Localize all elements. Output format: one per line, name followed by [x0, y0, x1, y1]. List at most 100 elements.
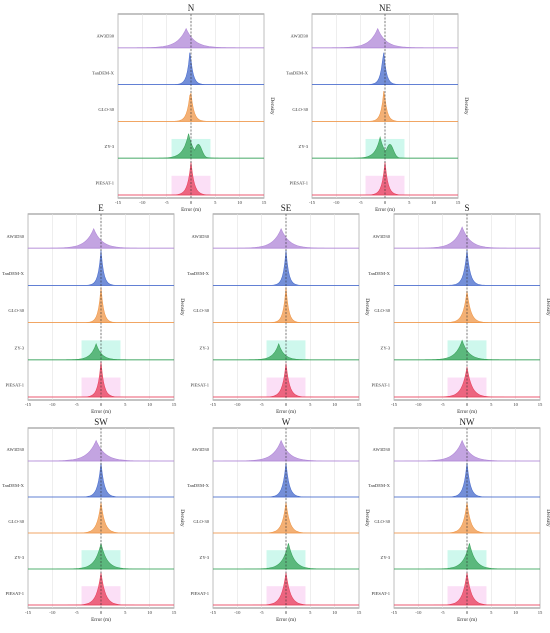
- x-axis-label: Error (m): [91, 616, 111, 623]
- series-label: TanDEM-X: [368, 271, 391, 276]
- x-tick-label: 10: [332, 402, 337, 407]
- series-density-piesat-1: [28, 572, 174, 606]
- series-density-glo-30: [213, 502, 359, 534]
- x-tick-label: 10: [237, 200, 242, 205]
- x-tick-label: 5: [309, 402, 312, 407]
- series-label: ZY-3: [15, 555, 25, 560]
- panel-title: NE: [379, 3, 391, 13]
- x-tick-label: 0: [190, 200, 193, 205]
- series-label: AW3D30: [97, 33, 115, 38]
- series-label: TanDEM-X: [2, 483, 25, 488]
- series-label: PIESAT-1: [191, 591, 210, 596]
- series-label: AW3D30: [291, 33, 309, 38]
- x-tick-label: 15: [262, 200, 267, 205]
- series-label: ZY-3: [105, 144, 115, 149]
- panel-w: W AW3D30 TanDEM-X GLO-30 ZY-3 PIESAT-1 -15 -10 -…: [187, 417, 370, 623]
- panel-se: SE AW3D30 TanDEM-X GLO-30 ZY-3 PIESAT-1 -15 -10…: [187, 203, 370, 415]
- series-density-zy-3: [394, 543, 540, 570]
- series-label: PIESAT-1: [290, 181, 309, 186]
- series-label: TanDEM-X: [92, 70, 115, 75]
- series-label: GLO-30: [193, 519, 209, 524]
- series-density-piesat-1: [394, 572, 540, 606]
- series-label: GLO-30: [374, 308, 390, 313]
- x-tick-label: 10: [147, 610, 152, 615]
- x-tick-label: 0: [285, 402, 288, 407]
- panel-title: W: [282, 417, 291, 427]
- x-tick-label: -5: [75, 402, 80, 407]
- x-tick-label: 0: [466, 402, 469, 407]
- series-label: GLO-30: [292, 107, 308, 112]
- panel-ne: NE AW3D30 TanDEM-X GLO-30 ZY-3 PIESAT-1 -15 -10…: [286, 3, 469, 213]
- y-axis-label: Density: [545, 509, 550, 527]
- series-label: ZY-3: [200, 555, 210, 560]
- x-tick-label: -15: [309, 200, 316, 205]
- panel-title: SE: [281, 203, 292, 213]
- y-axis-label: Density: [364, 509, 370, 527]
- x-tick-label: 5: [309, 610, 312, 615]
- series-label: ZY-3: [381, 345, 391, 350]
- series-label: PIESAT-1: [96, 181, 115, 186]
- x-tick-label: 0: [466, 610, 469, 615]
- x-tick-label: 10: [513, 610, 518, 615]
- series-density-glo-30: [118, 92, 264, 122]
- panel-title: NW: [460, 417, 475, 427]
- series-density-aw3d30: [393, 226, 540, 249]
- series-label: TanDEM-X: [368, 483, 391, 488]
- series-density-tandem-x: [394, 462, 540, 498]
- series-density-piesat-1: [312, 161, 458, 196]
- series-density-zy-3: [28, 543, 174, 570]
- x-axis-label: Error (m): [457, 616, 477, 623]
- x-tick-label: 15: [357, 610, 362, 615]
- x-tick-label: 15: [456, 200, 461, 205]
- series-label: ZY-3: [15, 345, 25, 350]
- panel-title: N: [188, 3, 195, 13]
- series-label: TanDEM-X: [187, 271, 210, 276]
- x-axis-label: Error (m): [457, 408, 477, 415]
- series-label: AW3D30: [7, 234, 25, 239]
- x-axis-label: Error (m): [91, 408, 111, 415]
- panel-title: E: [98, 203, 104, 213]
- series-density-zy-3: [213, 343, 359, 361]
- y-axis-label: Density: [179, 509, 185, 527]
- x-tick-label: 5: [214, 200, 217, 205]
- x-tick-label: 15: [172, 610, 177, 615]
- series-label: TanDEM-X: [286, 70, 309, 75]
- series-density-piesat-1: [213, 572, 359, 606]
- series-label: AW3D30: [192, 447, 210, 452]
- series-label: PIESAT-1: [372, 591, 391, 596]
- x-tick-label: -5: [260, 610, 265, 615]
- series-density-tandem-x: [213, 462, 359, 498]
- y-axis-label: Density: [269, 97, 275, 115]
- x-tick-label: 5: [490, 610, 493, 615]
- x-tick-label: 10: [431, 200, 436, 205]
- series-density-piesat-1: [394, 366, 540, 398]
- series-label: PIESAT-1: [6, 591, 25, 596]
- x-tick-label: 0: [384, 200, 387, 205]
- x-tick-label: -15: [25, 610, 32, 615]
- x-tick-label: -5: [260, 402, 265, 407]
- x-axis-label: Error (m): [276, 616, 296, 623]
- panel-title: SW: [94, 417, 108, 427]
- x-tick-label: -10: [139, 200, 146, 205]
- x-tick-label: -15: [115, 200, 122, 205]
- series-density-zy-3: [28, 343, 174, 361]
- x-tick-label: 10: [332, 610, 337, 615]
- series-density-glo-30: [28, 502, 174, 534]
- panel-n: N AW3D30 TanDEM-X GLO-30 ZY-3 PIESAT-1 -15 -10 -…: [92, 3, 275, 213]
- x-tick-label: -15: [210, 402, 217, 407]
- series-label: AW3D30: [7, 447, 25, 452]
- x-tick-label: 10: [147, 402, 152, 407]
- panel-sw: SW AW3D30 TanDEM-X GLO-30 ZY-3 PIESAT-1 -15 -10…: [2, 417, 185, 623]
- panel-s: S AW3D30 TanDEM-X GLO-30 ZY-3 PIESAT-1 -15 -10 -…: [368, 203, 550, 415]
- x-tick-label: -10: [415, 610, 422, 615]
- x-tick-label: -15: [25, 402, 32, 407]
- x-tick-label: -15: [391, 402, 398, 407]
- x-tick-label: 15: [172, 402, 177, 407]
- series-density-zy-3: [118, 133, 264, 159]
- series-density-aw3d30: [213, 228, 359, 249]
- series-density-zy-3: [213, 543, 359, 570]
- series-label: AW3D30: [192, 234, 210, 239]
- x-tick-label: 5: [124, 610, 127, 615]
